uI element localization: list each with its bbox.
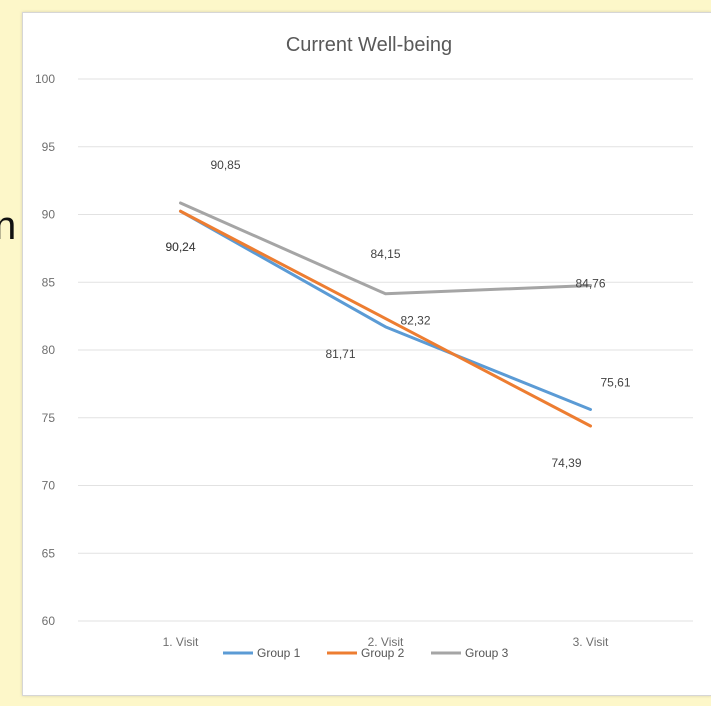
data-label: 90,85 [210,158,240,172]
legend: Group 1 Group 2 Group 3 [223,646,509,660]
data-label: 90,24 [165,240,195,254]
chart-panel: Current Well-being 60 65 70 75 80 85 90 95 100 1… [22,12,711,696]
series-line-group-3 [179,201,592,296]
y-tick-label: 90 [42,208,56,222]
series-line-group-2 [179,209,592,428]
gridlines [78,78,693,622]
cropped-text-fragment: n [0,204,17,248]
y-tick-label: 80 [42,343,56,357]
line-chart: Current Well-being 60 65 70 75 80 85 90 95 100 1… [35,34,693,660]
y-tick-label: 60 [42,614,56,628]
series-line-group-1 [179,209,592,411]
data-label: 90,24 [165,240,195,254]
legend-label: Group 2 [361,646,405,660]
data-label: 81,71 [325,347,355,361]
data-label: 84,15 [370,247,400,261]
y-tick-label: 70 [42,479,56,493]
x-tick-label: 2. Visit [368,635,404,649]
y-tick-label: 65 [42,546,56,560]
x-tick-label: 1. Visit [163,635,199,649]
x-tick-label: 3. Visit [573,635,609,649]
data-label: 84,76 [575,277,605,291]
y-tick-label: 85 [42,275,56,289]
data-label: 74,39 [551,456,581,470]
data-label: 82,32 [400,314,430,328]
x-axis-ticks: 1. Visit 2. Visit 3. Visit [163,635,609,649]
chart-title: Current Well-being [286,34,452,56]
data-label: 75,61 [600,375,630,389]
data-labels: 90,2481,7175,6190,2482,3274,3990,8584,15… [165,158,630,470]
y-axis-ticks: 60 65 70 75 80 85 90 95 100 [35,72,55,628]
y-tick-label: 100 [35,72,55,86]
series-lines [179,201,592,428]
legend-label: Group 1 [257,646,301,660]
y-tick-label: 75 [42,411,56,425]
y-tick-label: 95 [42,140,56,154]
legend-label: Group 3 [465,646,509,660]
